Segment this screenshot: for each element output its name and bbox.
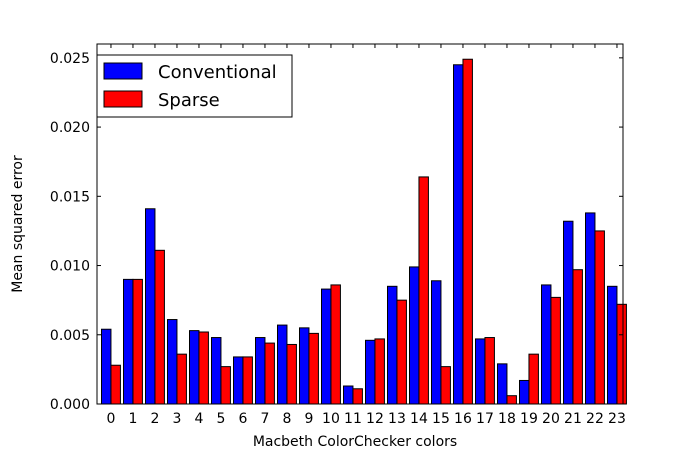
legend-swatch-sparse [103, 90, 143, 108]
y-tick-label: 0.005 [50, 328, 90, 344]
bar-conventional-16 [453, 64, 464, 405]
bar-sparse-15 [440, 366, 451, 405]
bars-group [101, 58, 627, 405]
bar-conventional-14 [409, 266, 420, 405]
plot-frame [96, 43, 624, 405]
bar-sparse-14 [418, 176, 429, 405]
bar-conventional-12 [365, 339, 376, 405]
y-axis-label: Mean squared error [10, 155, 26, 293]
bar-conventional-15 [431, 280, 442, 405]
x-tick-label: 19 [520, 411, 538, 427]
x-tick-label: 1 [128, 411, 137, 427]
bar-sparse-7 [264, 342, 275, 405]
legend-label-sparse: Sparse [158, 90, 220, 111]
bar-conventional-17 [475, 338, 486, 405]
x-tick-label: 6 [238, 411, 247, 427]
x-tick-label: 20 [542, 411, 560, 427]
bar-sparse-10 [330, 284, 341, 405]
x-tick-label: 22 [586, 411, 604, 427]
bar-sparse-2 [154, 249, 165, 405]
bar-sparse-17 [484, 337, 495, 405]
bar-conventional-18 [497, 363, 508, 405]
bar-conventional-4 [189, 330, 200, 405]
bar-sparse-1 [132, 278, 143, 405]
x-tick-label: 13 [388, 411, 406, 427]
y-tick-label: 0.015 [50, 189, 90, 205]
bar-sparse-11 [352, 388, 363, 405]
bar-conventional-13 [387, 285, 398, 405]
y-tick-label: 0.025 [50, 51, 90, 67]
bar-conventional-11 [343, 385, 354, 405]
bar-conventional-23 [607, 285, 618, 405]
bar-conventional-21 [563, 220, 574, 405]
bar-conventional-5 [211, 337, 222, 405]
bar-conventional-9 [299, 327, 310, 405]
x-tick-label: 15 [432, 411, 450, 427]
x-tick-label: 10 [322, 411, 340, 427]
legend-label-conventional: Conventional [158, 62, 277, 83]
bar-sparse-3 [176, 353, 187, 405]
x-tick-label: 9 [304, 411, 313, 427]
x-tick-label: 12 [366, 411, 384, 427]
y-tick-label: 0.020 [50, 120, 90, 136]
bar-conventional-10 [321, 288, 332, 405]
bar-conventional-6 [233, 356, 244, 405]
x-tick-label: 5 [216, 411, 225, 427]
x-tick-label: 8 [282, 411, 291, 427]
x-tick-label: 0 [106, 411, 115, 427]
x-axis-label: Macbeth ColorChecker colors [253, 434, 457, 450]
bar-sparse-4 [198, 331, 209, 405]
bar-sparse-5 [220, 366, 231, 405]
bar-conventional-8 [277, 324, 288, 405]
bar-sparse-19 [528, 353, 539, 405]
y-tick-label: 0.000 [50, 397, 90, 413]
x-tick-label: 14 [410, 411, 428, 427]
bar-sparse-21 [572, 269, 583, 405]
x-tick-label: 11 [344, 411, 362, 427]
bar-sparse-12 [374, 338, 385, 405]
x-tick-label: 18 [498, 411, 516, 427]
bar-sparse-20 [550, 296, 561, 405]
bar-sparse-8 [286, 343, 297, 405]
x-tick-label: 16 [454, 411, 472, 427]
bar-conventional-0 [101, 328, 112, 405]
bar-sparse-0 [110, 364, 121, 405]
x-tick-label: 3 [172, 411, 181, 427]
x-tick-label: 4 [194, 411, 203, 427]
y-axis: 0.000 0.005 0.010 0.015 0.020 0.025 [50, 51, 623, 413]
x-tick-label: 2 [150, 411, 159, 427]
x-tick-label: 21 [564, 411, 582, 427]
bar-conventional-20 [541, 284, 552, 405]
bar-conventional-7 [255, 337, 266, 405]
bar-sparse-22 [594, 230, 605, 405]
legend-swatch-conventional [103, 62, 143, 80]
bar-sparse-9 [308, 332, 319, 405]
x-tick-label: 7 [260, 411, 269, 427]
x-axis: 0 1 2 3 4 5 6 7 8 9 10 11 12 13 14 15 16 17 18 19 20 21 22 23 [106, 44, 626, 427]
bar-conventional-3 [167, 319, 178, 405]
bar-conventional-2 [145, 208, 156, 405]
bar-sparse-16 [462, 58, 473, 405]
legend: Conventional Sparse [96, 54, 293, 118]
bar-conventional-1 [123, 278, 134, 405]
bar-conventional-22 [585, 212, 596, 405]
bar-conventional-19 [519, 379, 530, 405]
x-tick-label: 17 [476, 411, 494, 427]
x-tick-label: 23 [608, 411, 626, 427]
bar-sparse-18 [506, 395, 517, 405]
bar-sparse-6 [242, 356, 253, 405]
y-tick-label: 0.010 [50, 259, 90, 275]
bar-sparse-13 [396, 299, 407, 405]
bar-sparse-23 [616, 303, 627, 405]
